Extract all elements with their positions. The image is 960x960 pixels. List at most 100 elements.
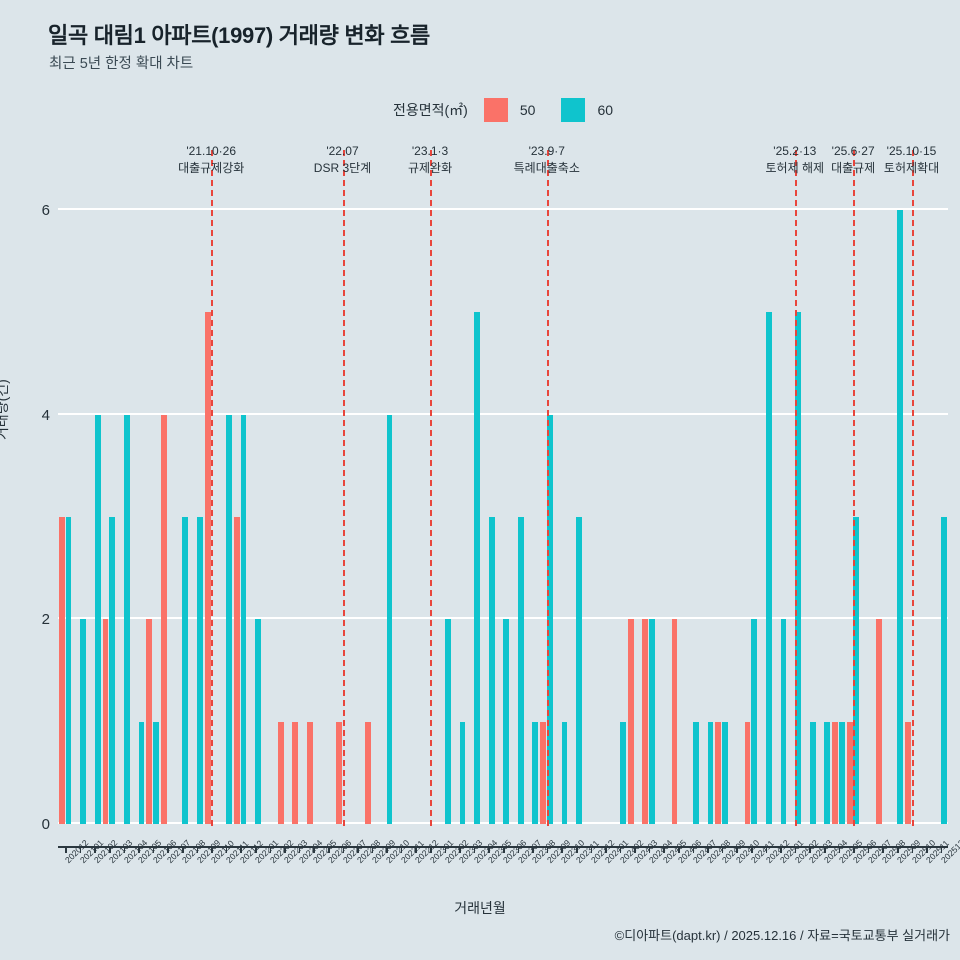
bar[interactable] (459, 721, 466, 824)
annotation-label: '25.10·15 토허제확대 (822, 143, 960, 178)
bar[interactable] (123, 414, 130, 824)
bar[interactable] (765, 312, 772, 824)
bar[interactable] (853, 517, 860, 824)
bar[interactable] (846, 721, 853, 824)
x-tick-label: 202312 (588, 837, 616, 866)
x-tick-label: 202501 (778, 837, 806, 866)
bar[interactable] (365, 721, 372, 824)
x-tick-label: 202406 (676, 837, 704, 866)
bar[interactable] (240, 414, 247, 824)
bar[interactable] (153, 721, 159, 824)
x-tick (211, 846, 213, 853)
bar[interactable] (692, 721, 699, 824)
annotation-date: '25.6·27 (831, 144, 875, 158)
bar[interactable] (809, 721, 816, 824)
bar[interactable] (540, 721, 547, 824)
bar[interactable] (138, 721, 145, 824)
bar[interactable] (940, 517, 947, 824)
x-tick (780, 846, 782, 853)
footer-credit: ©디아파트(dapt.kr) / 2025.12.16 / 자료=국토교통부 실… (614, 928, 950, 943)
bar[interactable] (722, 721, 728, 824)
x-tick (269, 846, 272, 853)
bar[interactable] (707, 721, 714, 824)
x-tick (765, 846, 768, 853)
bar[interactable] (196, 517, 203, 824)
bar[interactable] (102, 619, 109, 824)
plot-area: 0 2 4 6 202012 202101 202102 202103 202104 202105… (42, 144, 960, 865)
legend-item-60[interactable]: 60 (561, 98, 639, 122)
bar[interactable] (444, 619, 451, 824)
legend-label-60: 60 (597, 102, 614, 118)
bar[interactable] (226, 414, 232, 824)
x-tick-label: 202405 (661, 837, 689, 866)
x-tick (838, 846, 841, 853)
bar[interactable] (832, 721, 838, 824)
bar[interactable] (642, 619, 649, 824)
bar[interactable] (182, 517, 189, 824)
bar[interactable] (474, 312, 480, 824)
annotation-text: 특례대출축소 (513, 161, 580, 176)
bar[interactable] (751, 619, 758, 824)
bar[interactable] (532, 721, 539, 824)
bar[interactable] (503, 619, 510, 824)
annotation-label: '25.6·27 대출규제 (763, 143, 943, 178)
bar[interactable] (875, 619, 882, 824)
bar[interactable] (897, 210, 904, 824)
bar[interactable] (277, 721, 284, 824)
bar[interactable] (255, 619, 262, 824)
annotation-text: 토허제 해제 (765, 161, 825, 176)
bar[interactable] (576, 517, 583, 824)
bar[interactable] (824, 721, 831, 824)
bar[interactable] (744, 721, 751, 824)
bar[interactable] (65, 517, 72, 824)
bar[interactable] (488, 517, 495, 824)
x-tick (911, 846, 914, 853)
annotation-text: DSR 3단계 (313, 161, 372, 176)
bar[interactable] (547, 414, 553, 824)
bar[interactable] (292, 721, 299, 824)
bar[interactable] (671, 619, 678, 824)
bar[interactable] (204, 312, 211, 824)
x-tick (736, 846, 739, 853)
bar[interactable] (109, 517, 116, 824)
bar[interactable] (627, 619, 634, 824)
bar[interactable] (620, 721, 626, 824)
bar[interactable] (58, 517, 65, 824)
bar[interactable] (561, 721, 568, 824)
bar[interactable] (94, 414, 101, 824)
gridline (58, 617, 948, 620)
x-tick-label: 202210 (384, 837, 412, 866)
x-tick-label: 202506 (851, 837, 879, 866)
annotation-label: '25.2·13 토허제 해제 (705, 143, 885, 178)
x-tick-label: 202205 (311, 837, 339, 866)
x-tick (254, 846, 257, 853)
bar[interactable] (146, 619, 153, 824)
x-tick (503, 846, 505, 853)
bar[interactable] (80, 619, 86, 824)
bar[interactable] (233, 517, 240, 824)
x-tick (327, 846, 330, 853)
bar[interactable] (649, 619, 656, 824)
y-tick-label: 6 (41, 202, 50, 219)
legend: 전용면적(㎡) 50 60 (393, 98, 639, 122)
bar[interactable] (795, 312, 801, 824)
x-tick-label: 202309 (544, 837, 573, 866)
x-tick-label: 202209 (369, 837, 398, 866)
annotation-text: 대출규제 (831, 161, 876, 176)
x-tick-label: 202308 (530, 837, 558, 866)
bar[interactable] (905, 721, 911, 824)
bar[interactable] (161, 414, 167, 824)
bar[interactable] (715, 721, 722, 824)
x-tick-label: 202502 (792, 837, 821, 866)
legend-item-50[interactable]: 50 (483, 98, 562, 122)
bar[interactable] (386, 414, 393, 824)
bar[interactable] (336, 721, 342, 824)
bar[interactable] (517, 517, 524, 824)
x-tick (138, 846, 140, 853)
bar[interactable] (306, 721, 313, 824)
bar[interactable] (838, 721, 845, 824)
x-tick-label: 202311 (573, 838, 601, 866)
bar[interactable] (780, 619, 787, 824)
annotation-date: '25.2·13 (773, 144, 817, 158)
legend-title: 전용면적(㎡) (393, 102, 468, 118)
